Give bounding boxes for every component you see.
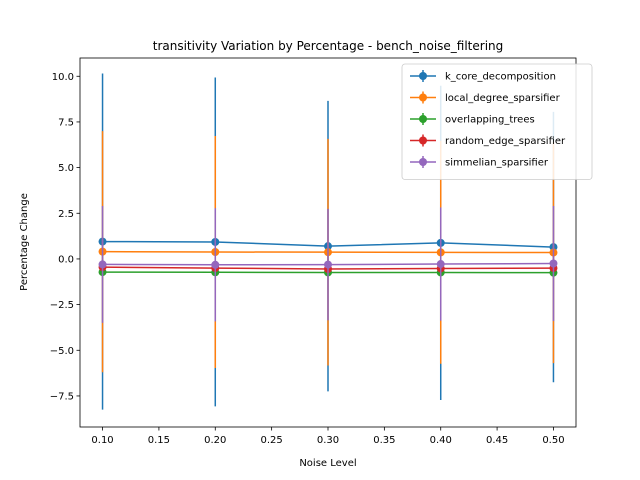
x-tick-label: 0.30 [317, 435, 339, 446]
y-axis: −7.5 −5.0 −2.5 0.0 2.5 5.0 7.5 10.0 [50, 72, 80, 402]
x-axis-label: Noise Level [299, 458, 356, 469]
x-tick-label: 0.50 [542, 435, 564, 446]
x-tick-label: 0.40 [430, 435, 452, 446]
legend-label: k_core_decomposition [445, 72, 556, 83]
x-tick-label: 0.25 [261, 435, 283, 446]
chart-title: transitivity Variation by Percentage - b… [153, 39, 504, 53]
data-point [211, 260, 220, 269]
y-tick-label: 2.5 [58, 209, 74, 220]
y-tick-label: −7.5 [50, 391, 74, 402]
x-tick-label: 0.35 [373, 435, 395, 446]
x-tick-label: 0.45 [486, 435, 508, 446]
legend-box [401, 63, 593, 180]
legend-label: simmelian_sparsifier [445, 158, 549, 169]
legend-item: overlapping_trees [410, 113, 535, 126]
legend-label: random_edge_sparsifier [445, 136, 566, 147]
legend-marker [419, 93, 427, 102]
legend-item: local_degree_sparsifier [410, 91, 561, 104]
y-tick-label: 7.5 [58, 117, 74, 128]
x-axis: 0.10 0.15 0.20 0.25 0.30 0.35 0.40 0.45 0.50 [91, 427, 565, 446]
legend-item: k_core_decomposition [410, 70, 556, 83]
y-tick-label: −5.0 [50, 346, 74, 357]
y-tick-label: 10.0 [52, 72, 74, 83]
data-point [98, 260, 107, 269]
x-tick-label: 0.15 [148, 435, 170, 446]
legend-item: random_edge_sparsifier [410, 134, 566, 147]
legend: k_core_decomposition local_degree_sparsif… [401, 63, 593, 180]
legend-marker [419, 72, 427, 80]
y-axis-label: Percentage Change [19, 193, 30, 291]
legend-label: overlapping_trees [445, 115, 535, 126]
y-tick-label: 0.0 [58, 254, 74, 265]
y-tick-label: −2.5 [50, 300, 74, 311]
data-point [324, 260, 332, 269]
plot-frame [79, 57, 577, 428]
series-layer [98, 73, 558, 410]
series-simmelian_sparsifier [98, 205, 558, 323]
y-tick-label: 5.0 [58, 163, 74, 174]
legend-item: simmelian_sparsifier [410, 156, 549, 169]
legend-marker [419, 158, 427, 166]
data-point [436, 260, 445, 269]
legend-label: local_degree_sparsifier [445, 93, 561, 104]
data-point [549, 259, 558, 268]
x-tick-label: 0.10 [91, 435, 113, 446]
legend-marker [419, 115, 427, 123]
legend-marker [419, 136, 427, 145]
x-tick-label: 0.20 [204, 435, 226, 446]
